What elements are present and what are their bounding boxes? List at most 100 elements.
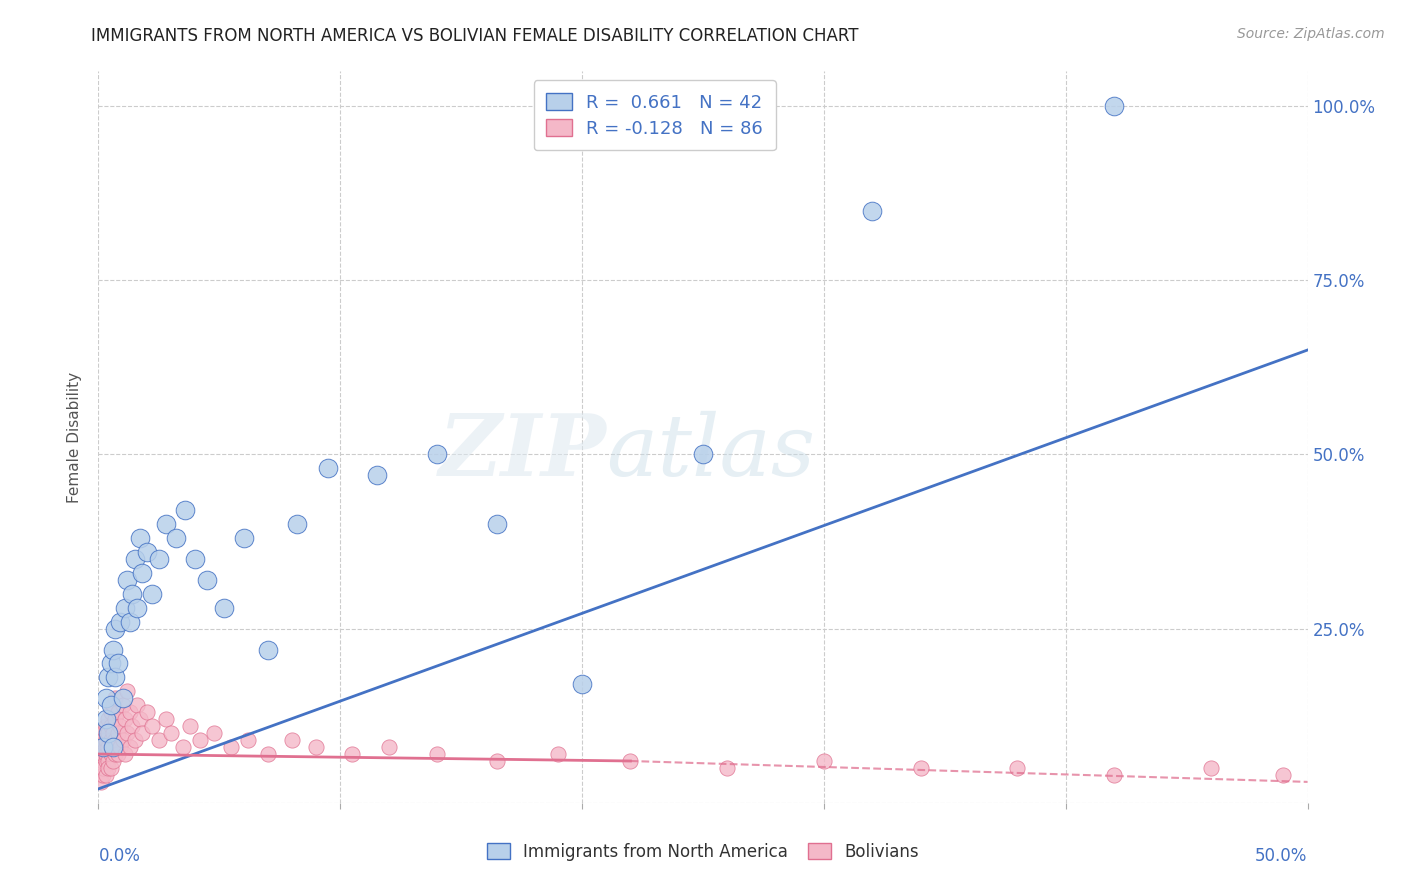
Point [90,768,112,782]
Point [91,747,114,761]
Point [127,600,149,615]
Point [188,733,211,747]
Point [104,691,127,706]
Point [91,733,114,747]
Point [131,726,153,740]
Point [117,726,139,740]
Point [108,740,131,755]
Point [305,740,328,755]
Point [155,517,177,532]
Point [172,740,194,755]
Point [860,203,883,218]
Point [90,747,112,761]
Point [238,733,260,747]
Point [285,517,308,532]
Point [94,733,117,747]
Point [135,705,157,719]
Point [1102,99,1125,113]
Point [90,754,112,768]
Point [101,754,124,768]
Point [97,754,120,768]
Point [221,740,243,755]
Point [108,719,131,733]
Point [91,747,114,761]
Point [111,691,134,706]
Point [1102,768,1125,782]
Point [100,705,122,719]
Point [100,719,122,733]
Point [101,642,124,657]
Y-axis label: Female Disability: Female Disability [67,371,83,503]
Point [128,531,150,545]
Point [426,747,449,761]
Point [94,740,117,755]
Point [94,719,117,733]
Point [91,754,114,768]
Point [141,587,163,601]
Point [104,747,127,761]
Point [121,719,143,733]
Point [547,747,569,761]
Point [90,740,112,755]
Point [486,754,509,768]
Point [104,622,127,636]
Point [813,754,835,768]
Point [111,733,134,747]
Point [101,740,124,755]
Point [94,691,117,706]
Point [104,712,127,726]
Point [114,747,136,761]
Point [100,747,122,761]
Point [256,642,278,657]
Point [94,712,117,726]
Point [107,657,129,671]
Point [160,726,183,740]
Point [90,733,112,747]
Point [426,448,449,462]
Point [281,733,304,747]
Point [97,726,120,740]
Point [111,698,134,713]
Text: ZIP: ZIP [439,410,606,493]
Point [127,698,149,713]
Point [256,747,278,761]
Point [101,740,124,755]
Point [366,468,388,483]
Point [174,503,197,517]
Point [195,573,218,587]
Point [342,747,364,761]
Text: 0.0%: 0.0% [98,847,141,864]
Point [107,705,129,719]
Point [94,768,117,782]
Point [165,531,187,545]
Point [232,531,254,545]
Point [91,768,114,782]
Point [100,657,122,671]
Point [91,726,114,740]
Point [204,726,226,740]
Point [179,719,201,733]
Point [114,712,136,726]
Point [100,698,122,713]
Point [89,761,111,775]
Point [104,670,127,684]
Point [117,573,139,587]
Point [94,747,117,761]
Text: 50.0%: 50.0% [1256,847,1308,864]
Point [118,615,141,629]
Point [141,719,163,733]
Point [1199,761,1222,775]
Point [101,726,124,740]
Point [108,615,131,629]
Point [107,747,129,761]
Point [716,761,738,775]
Point [212,600,235,615]
Point [107,726,129,740]
Point [97,740,120,755]
Point [104,733,127,747]
Point [97,761,120,775]
Point [97,670,120,684]
Legend: Immigrants from North America, Bolivians: Immigrants from North America, Bolivians [479,837,927,868]
Point [90,761,112,775]
Point [91,740,114,755]
